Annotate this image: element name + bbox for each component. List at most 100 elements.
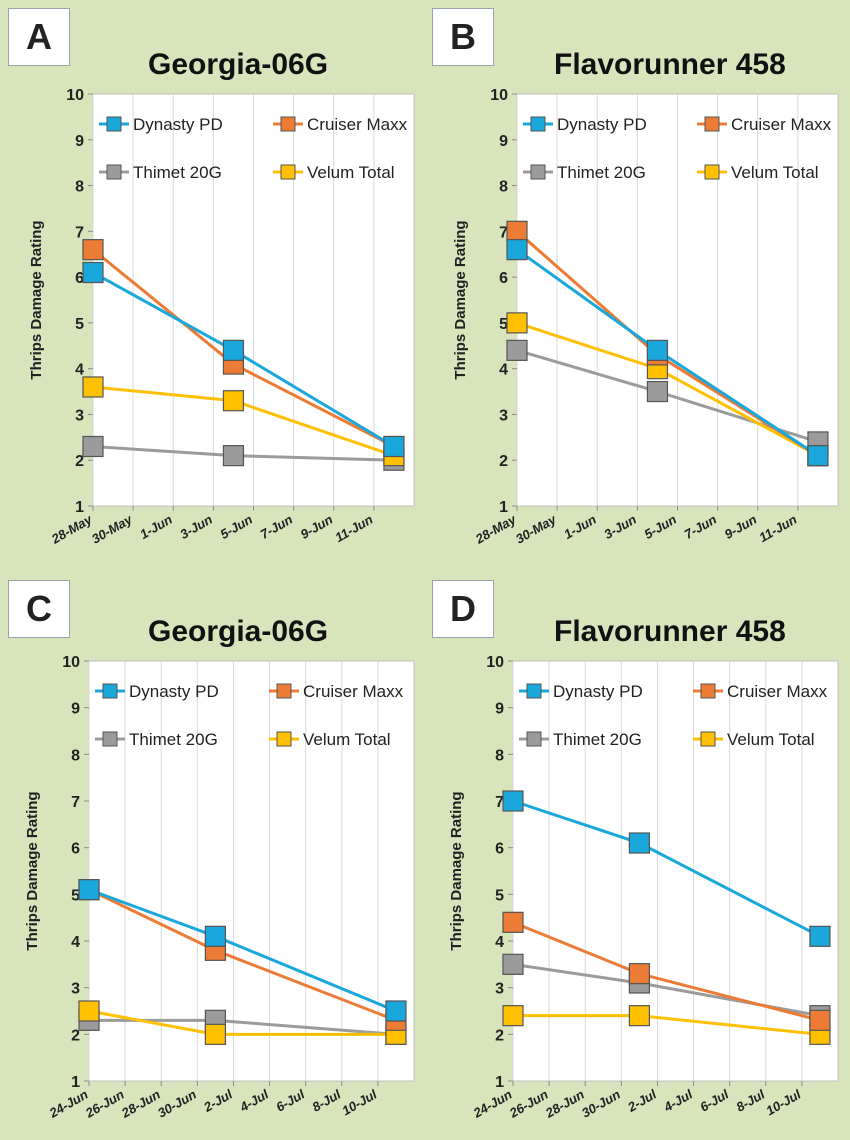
y-tick-label: 9 (75, 133, 84, 150)
y-tick-label: 2 (499, 453, 508, 470)
data-point-dynasty-pd (807, 445, 829, 467)
legend-marker (530, 164, 546, 180)
data-point-dynasty-pd (502, 790, 524, 812)
y-tick-label: 2 (75, 453, 84, 470)
data-point-dynasty-pd (809, 925, 831, 947)
y-tick-label: 8 (495, 747, 504, 764)
data-point-thimet-20g (646, 380, 669, 403)
legend-marker (276, 683, 292, 699)
data-point-thimet-20g (506, 339, 528, 361)
x-tick-label: 24-Jun (46, 1087, 91, 1121)
data-point-cruiser-maxx (82, 239, 104, 261)
legend-label: Velum Total (307, 163, 395, 182)
data-point-velum-total (506, 312, 528, 334)
legend-label: Thimet 20G (133, 163, 222, 182)
legend-marker (526, 731, 542, 747)
data-point-dynasty-pd (506, 239, 528, 261)
legend-marker (102, 683, 118, 699)
panel-letter: A (8, 8, 70, 66)
legend-marker (700, 731, 716, 747)
x-tick-label: 24-Jun (470, 1087, 515, 1121)
y-tick-label: 7 (75, 224, 84, 241)
chart-title: Flavorunner 458 (554, 615, 786, 648)
y-tick-label: 9 (499, 133, 508, 150)
x-tick-label: 30-Jun (579, 1087, 623, 1121)
y-tick-label: 5 (75, 316, 84, 333)
data-point-thimet-20g (222, 445, 245, 467)
data-point-cruiser-maxx (506, 220, 528, 242)
data-point-velum-total (502, 1005, 524, 1027)
legend-marker (526, 683, 542, 699)
legend-marker (276, 731, 292, 747)
legend-marker (102, 731, 118, 747)
legend-marker (530, 116, 546, 132)
chart-panel-a: A Georgia-06G 1 2 3 4 5 6 7 8 9 10 28-May 30-May 1-J… (8, 8, 418, 563)
chart-title: Georgia-06G (148, 48, 329, 81)
data-point-velum-total (82, 376, 104, 398)
data-point-cruiser-maxx (502, 911, 524, 933)
panel-letter: B (432, 8, 494, 66)
y-tick-label: 6 (75, 270, 84, 287)
x-tick-label: 11-Jun (756, 512, 799, 545)
y-tick-label: 10 (486, 654, 504, 671)
data-point-dynasty-pd (628, 832, 650, 854)
x-tick-label: 5-Jun (217, 512, 255, 542)
legend-label: Velum Total (731, 163, 819, 182)
x-tick-label: 9-Jun (722, 512, 760, 542)
legend-marker (704, 116, 720, 132)
legend-marker (106, 164, 122, 180)
legend-label: Dynasty PD (133, 115, 223, 134)
x-tick-label: 6-Jul (273, 1086, 307, 1114)
x-tick-label: 10-Jul (763, 1086, 803, 1118)
x-tick-label: 8-Jul (733, 1086, 767, 1114)
y-tick-label: 5 (499, 316, 508, 333)
x-tick-label: 4-Jul (660, 1086, 695, 1115)
data-point-dynasty-pd (646, 339, 669, 361)
panel-letter: C (8, 580, 70, 638)
y-tick-label: 4 (75, 362, 84, 379)
y-tick-label: 6 (495, 841, 504, 858)
y-tick-label: 7 (499, 224, 508, 241)
y-tick-label: 5 (495, 887, 504, 904)
chart-title: Flavorunner 458 (554, 48, 786, 81)
legend-marker (280, 164, 296, 180)
y-tick-label: 1 (495, 1074, 504, 1091)
x-tick-label: 4-Jul (236, 1086, 271, 1115)
y-axis-label: Thrips Damage Rating (448, 791, 465, 950)
x-tick-label: 1-Jun (561, 512, 599, 542)
x-tick-label: 8-Jul (309, 1086, 343, 1114)
data-point-velum-total (204, 1023, 226, 1045)
y-tick-label: 4 (499, 362, 508, 379)
legend-label: Dynasty PD (553, 682, 643, 701)
data-point-dynasty-pd (78, 879, 100, 901)
y-tick-label: 3 (499, 407, 508, 424)
data-point-dynasty-pd (222, 339, 245, 361)
x-tick-label: 7-Jun (682, 512, 720, 542)
plot-area (88, 660, 415, 1082)
data-point-velum-total (222, 390, 245, 412)
x-tick-label: 5-Jun (641, 512, 679, 542)
legend-label: Cruiser Maxx (307, 115, 408, 134)
legend-marker (106, 116, 122, 132)
y-tick-label: 3 (71, 981, 80, 998)
y-tick-label: 8 (71, 747, 80, 764)
x-tick-label: 7-Jun (258, 512, 296, 542)
x-tick-label: 30-Jun (155, 1087, 199, 1121)
data-point-cruiser-maxx (628, 963, 650, 985)
y-tick-label: 9 (71, 701, 80, 718)
y-axis-label: Thrips Damage Rating (24, 791, 41, 950)
y-tick-label: 7 (71, 794, 80, 811)
x-tick-label: 28-Jun (542, 1087, 587, 1121)
x-tick-label: 2-Jul (200, 1086, 235, 1115)
y-tick-label: 10 (66, 87, 84, 104)
y-tick-label: 2 (495, 1027, 504, 1044)
data-point-dynasty-pd (82, 261, 104, 284)
y-tick-label: 8 (75, 179, 84, 196)
data-point-dynasty-pd (385, 1000, 407, 1022)
y-axis-label: Thrips Damage Rating (28, 220, 45, 379)
x-tick-label: 28-Jun (118, 1087, 163, 1121)
data-point-thimet-20g (82, 435, 104, 458)
x-tick-label: 10-Jul (339, 1086, 379, 1118)
